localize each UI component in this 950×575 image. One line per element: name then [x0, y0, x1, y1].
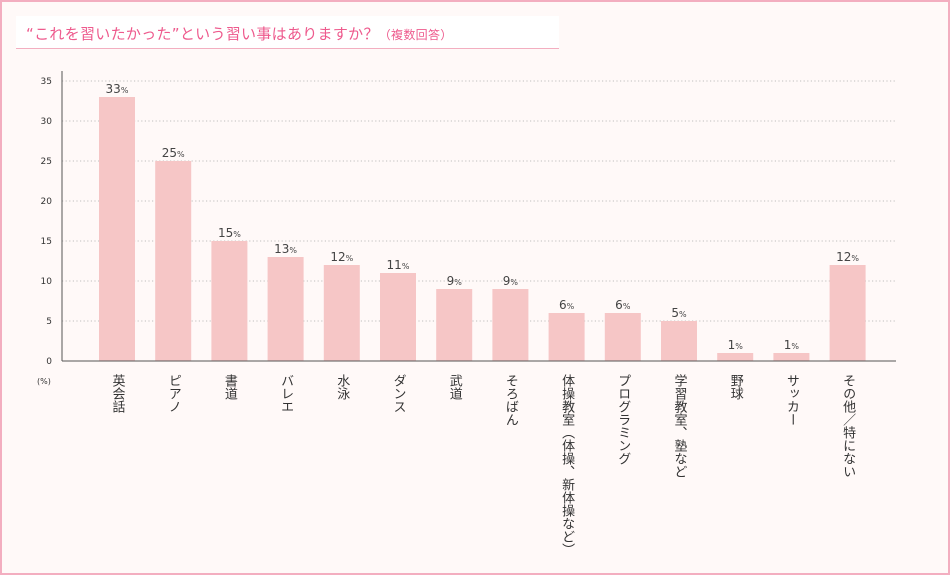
bar-11 — [661, 321, 697, 361]
value-label-14: 12% — [836, 250, 859, 264]
category-label-10: プログラミング — [615, 374, 631, 465]
category-label-1: 英会話 — [110, 374, 126, 413]
value-label-13: 1% — [784, 338, 800, 352]
chart-title: “これを習いたかった”という習い事はありますか？（複数回答） — [26, 23, 453, 44]
bar-14 — [829, 265, 866, 361]
value-label-10: 6% — [615, 298, 631, 312]
category-label-13: サッカー — [784, 374, 799, 426]
category-label-11: 学習教室、塾など — [672, 373, 688, 478]
y-tick-label-15: 15 — [41, 237, 52, 247]
chart-title-main: “これを習いたかった”という習い事はありますか？ — [26, 25, 379, 43]
y-tick-label-5: 5 — [46, 317, 52, 327]
category-label-4: バレエ — [278, 374, 294, 413]
bar-13 — [773, 353, 810, 361]
bar-12 — [717, 353, 754, 361]
bars — [99, 97, 866, 361]
bar-1 — [99, 97, 135, 361]
bar-5 — [323, 265, 360, 361]
value-label-7: 9% — [447, 274, 463, 288]
title-box: “これを習いたかった”という習い事はありますか？（複数回答） — [16, 16, 559, 49]
category-label-3: 書道 — [222, 374, 238, 400]
grid-lines — [62, 80, 896, 322]
bar-10 — [604, 313, 641, 361]
y-tick-label-25: 25 — [41, 157, 52, 167]
value-label-1: 33% — [106, 82, 129, 96]
y-tick-label-35: 35 — [41, 77, 52, 87]
bar-6 — [380, 273, 416, 361]
value-label-11: 5% — [671, 306, 687, 320]
bar-8 — [492, 289, 529, 361]
value-label-12: 1% — [728, 338, 744, 352]
y-tick-label-10: 10 — [41, 277, 53, 287]
labels: 0 5 10 15 20 25 30 35 (%) 33% 英会話 25% ピアノ 15% 書道 13% バレエ… — [37, 77, 859, 556]
value-label-2: 25% — [162, 146, 185, 160]
y-tick-label-20: 20 — [41, 197, 53, 207]
axes — [61, 71, 896, 362]
bar-7 — [436, 289, 473, 361]
category-label-8: そろばん — [503, 374, 518, 426]
bar-9 — [548, 313, 585, 361]
y-tick-label-0: 0 — [46, 357, 52, 367]
value-label-8: 9% — [503, 274, 519, 288]
category-label-9: 体操教室（体操、新体操など） — [559, 374, 575, 556]
y-tick-label-30: 30 — [41, 117, 53, 127]
value-label-4: 13% — [274, 242, 297, 256]
category-label-7: 武道 — [447, 374, 463, 400]
category-label-5: 水泳 — [334, 374, 350, 400]
value-label-5: 12% — [330, 250, 353, 264]
bar-2 — [155, 161, 192, 361]
value-label-9: 6% — [559, 298, 575, 312]
category-label-14: その他／特にない — [840, 374, 856, 478]
category-label-6: ダンス — [391, 374, 406, 413]
bar-4 — [267, 257, 304, 361]
category-label-12: 野球 — [728, 374, 744, 400]
y-axis-unit: (%) — [37, 377, 51, 386]
category-label-2: ピアノ — [166, 374, 181, 413]
value-label-3: 15% — [218, 226, 241, 240]
chart-title-note: （複数回答） — [378, 28, 453, 42]
bar-3 — [211, 241, 248, 361]
value-label-6: 11% — [387, 258, 410, 272]
